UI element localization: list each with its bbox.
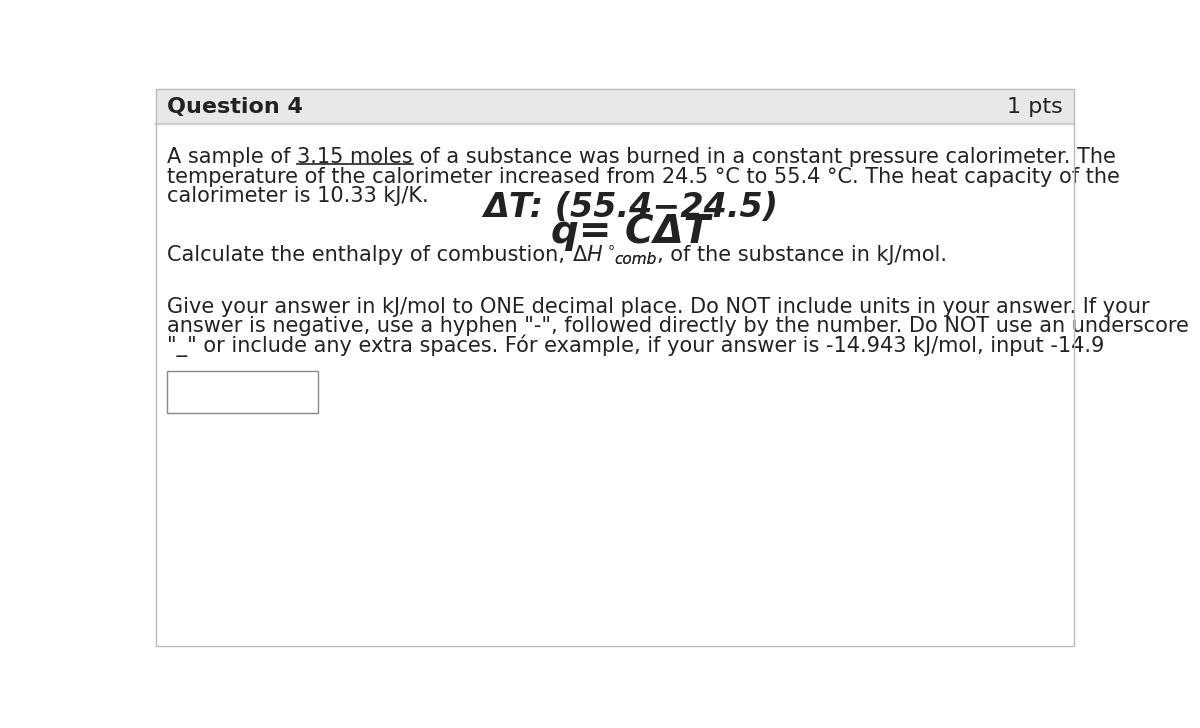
Text: of a substance was burned in a constant pressure calorimeter. The: of a substance was burned in a constant … <box>413 148 1116 167</box>
Text: comb: comb <box>614 252 658 266</box>
Text: ΔT: (55.4−24.5): ΔT: (55.4−24.5) <box>482 191 778 224</box>
Text: answer is negative, use a hyphen "-", followed directly by the number. Do NOT us: answer is negative, use a hyphen "-", fo… <box>167 316 1189 336</box>
Text: temperature of the calorimeter increased from 24.5 °C to 55.4 °C. The heat capac: temperature of the calorimeter increased… <box>167 167 1120 186</box>
Text: 3.15 moles: 3.15 moles <box>298 148 413 167</box>
Bar <box>156 89 1074 124</box>
Text: $\Delta H^\circ$: $\Delta H^\circ$ <box>571 245 614 265</box>
Text: comb: comb <box>614 252 658 266</box>
Text: calorimeter is 10.33 kJ/K.: calorimeter is 10.33 kJ/K. <box>167 186 428 206</box>
Text: q= CΔT: q= CΔT <box>551 213 710 251</box>
Text: 1 pts: 1 pts <box>1007 97 1063 116</box>
Text: "_" or include any extra spaces. Fór example, if your answer is -14.943 kJ/mol, : "_" or include any extra spaces. Fór exa… <box>167 334 1104 357</box>
Text: A sample of: A sample of <box>167 148 298 167</box>
Bar <box>167 371 318 413</box>
Text: , of the substance in kJ/mol.: , of the substance in kJ/mol. <box>658 245 947 265</box>
Text: Question 4: Question 4 <box>167 97 302 116</box>
Text: Calculate the enthalpy of combustion,: Calculate the enthalpy of combustion, <box>167 245 571 265</box>
Text: Give your answer in kJ/mol to ONE decimal place. Do NOT include units in your an: Give your answer in kJ/mol to ONE decima… <box>167 297 1150 317</box>
